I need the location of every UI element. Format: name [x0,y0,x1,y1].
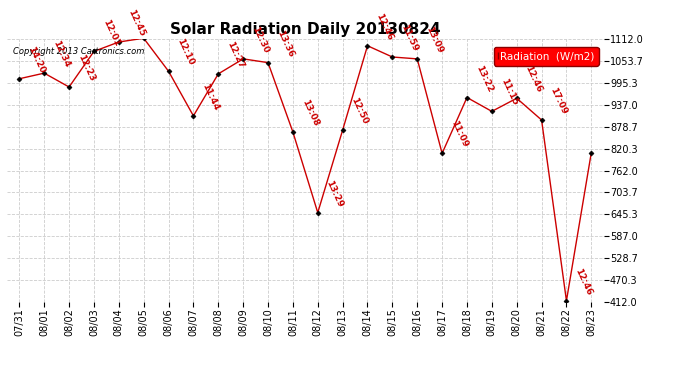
Text: 12:46: 12:46 [573,267,593,297]
Text: 11:59: 11:59 [400,23,420,53]
Text: 11:44: 11:44 [200,82,221,112]
Text: 12:10: 12:10 [175,38,196,67]
Text: 14:20: 14:20 [26,45,46,75]
Text: 12:46: 12:46 [524,64,544,94]
Legend: Radiation  (W/m2): Radiation (W/m2) [494,47,598,66]
Text: 17:09: 17:09 [549,86,569,116]
Text: 12:27: 12:27 [225,40,246,70]
Text: 12:50: 12:50 [350,96,370,126]
Text: 12:01: 12:01 [101,18,121,47]
Text: 12:34: 12:34 [51,39,72,69]
Text: 12:45: 12:45 [126,8,146,38]
Text: 12:23: 12:23 [76,53,97,83]
Text: 13:22: 13:22 [474,64,494,93]
Text: 13:29: 13:29 [325,178,345,209]
Text: 11:15: 11:15 [499,78,519,107]
Text: 13:09: 13:09 [424,25,444,55]
Text: Copyright 2013 Cartronics.com: Copyright 2013 Cartronics.com [13,47,144,56]
Text: 13:17: 13:17 [0,374,1,375]
Text: 13:08: 13:08 [300,98,320,128]
Text: 12:46: 12:46 [375,12,395,42]
Text: 12:30: 12:30 [250,25,270,55]
Text: 13:36: 13:36 [275,29,295,58]
Text: 11:09: 11:09 [449,120,469,149]
Title: Solar Radiation Daily 20130824: Solar Radiation Daily 20130824 [170,22,441,37]
